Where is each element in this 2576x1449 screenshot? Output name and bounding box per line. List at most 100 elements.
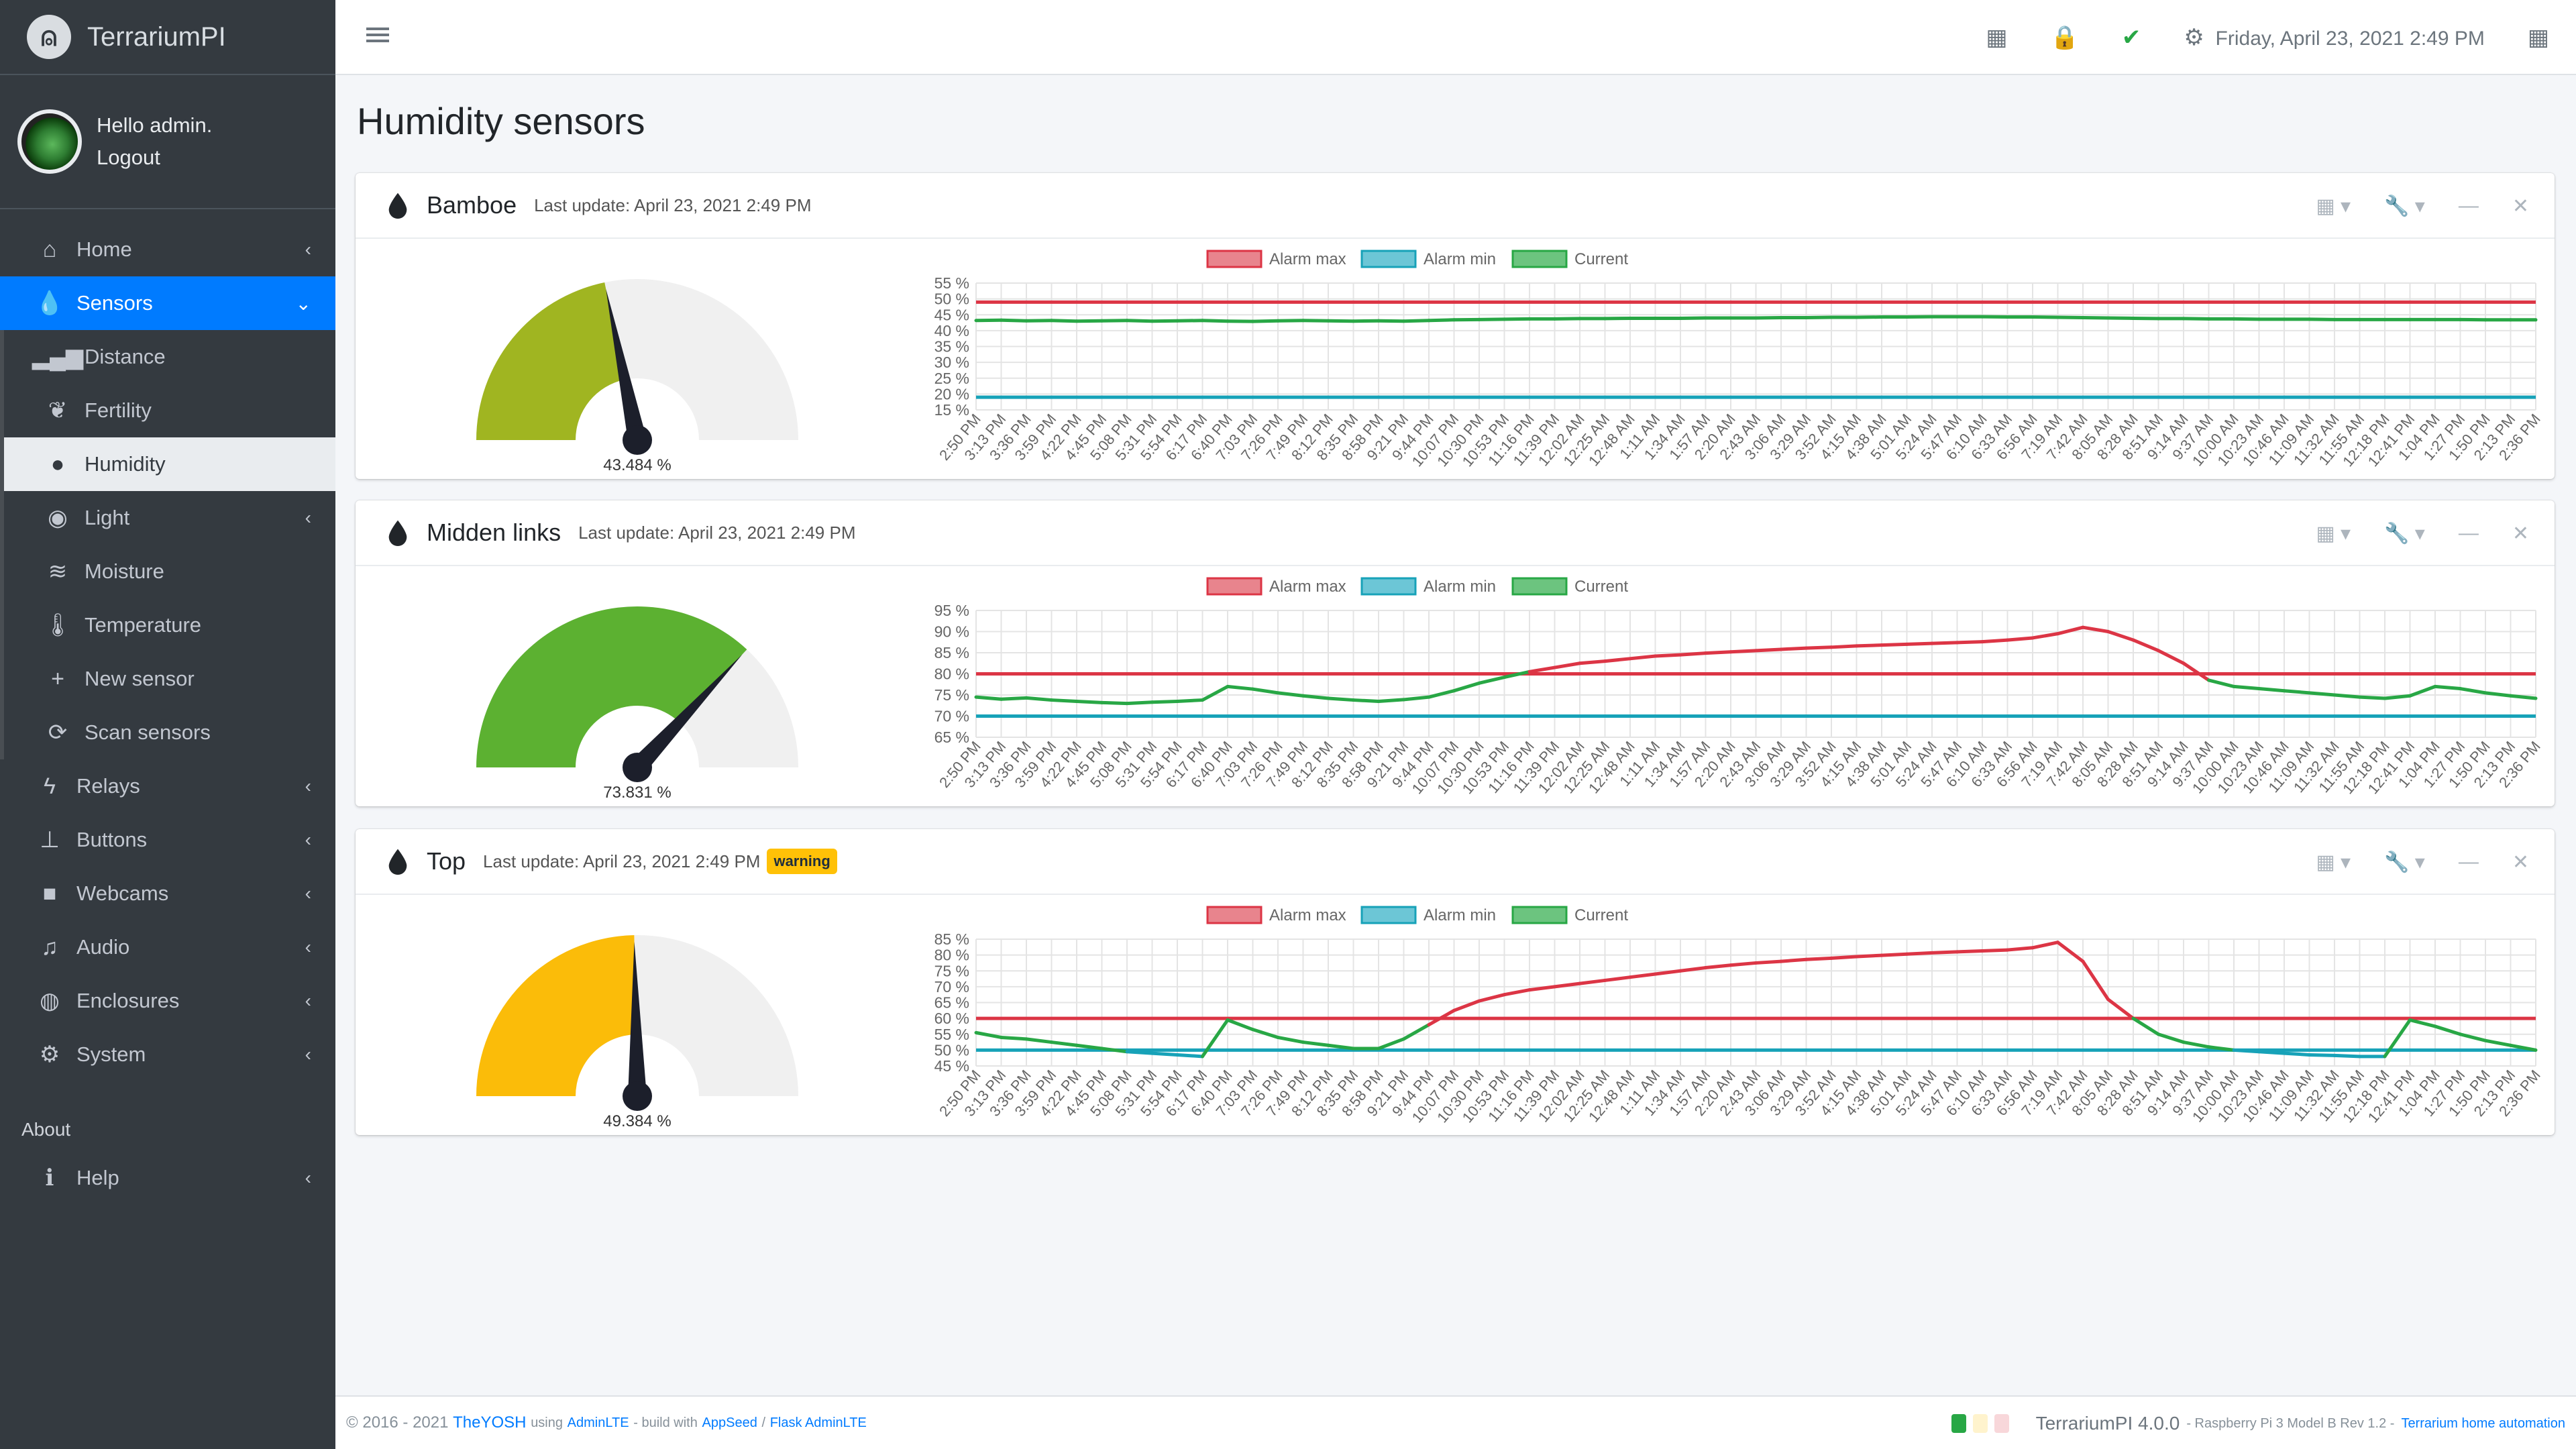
legend-label-alarm-max[interactable]: Alarm max	[1269, 906, 1346, 924]
push-pin-icon: ⊥	[40, 827, 60, 853]
y-tick-label: 85 %	[934, 644, 969, 661]
author-link[interactable]: TheYOSH	[453, 1413, 527, 1432]
menu-toggle-icon[interactable]	[366, 24, 389, 51]
chevron-left-icon: ‹	[305, 829, 311, 850]
legend-swatch-current[interactable]	[1511, 250, 1568, 268]
appseed-link[interactable]: AppSeed	[702, 1415, 757, 1430]
sidebar-item-label: System	[76, 1042, 146, 1066]
chevron-down-icon: ⌄	[295, 292, 311, 314]
adminlte-link[interactable]: AdminLTE	[567, 1415, 629, 1430]
y-tick-label: 35 %	[934, 338, 969, 356]
sidebar-item-home[interactable]: ⌂ Home ‹	[0, 223, 335, 276]
current-line-segment	[2459, 687, 2487, 695]
close-icon[interactable]: ✕	[2512, 851, 2529, 873]
legend-label-current[interactable]: Current	[1574, 578, 1628, 596]
sidebar-item-new-sensor[interactable]: + New sensor	[0, 652, 335, 706]
tagline-link[interactable]: Terrarium home automation	[2401, 1415, 2565, 1431]
current-line-segment	[2081, 959, 2110, 1002]
sidebar-item-temperature[interactable]: 🌡 Temperature	[0, 598, 335, 652]
legend-swatch-alarm-min[interactable]	[1360, 906, 1417, 924]
check-circle-icon[interactable]: ✔	[2121, 25, 2141, 50]
close-icon[interactable]: ✕	[2512, 522, 2529, 545]
calendar-dropdown-icon[interactable]: ▦ ▾	[2316, 522, 2351, 545]
legend-swatch-alarm-max[interactable]	[1206, 250, 1263, 268]
legend-label-alarm-min[interactable]: Alarm min	[1424, 906, 1496, 924]
sidebar-item-sensors[interactable]: 💧 Sensors ⌄	[0, 276, 335, 330]
card-header: Top Last update: April 23, 2021 2:49 PM …	[356, 829, 2555, 895]
sidebar-item-enclosures[interactable]: ◍ Enclosures ‹	[0, 974, 335, 1028]
current-line-segment	[2031, 941, 2059, 950]
sidebar-item-fertility[interactable]: ❦ Fertility	[0, 384, 335, 437]
sidebar-item-relays[interactable]: ϟ Relays ‹	[0, 759, 335, 813]
calendar-dropdown-icon[interactable]: ▦ ▾	[2316, 195, 2351, 217]
current-line-segment	[2207, 1045, 2236, 1052]
topbar: ▦ 🔒 ✔ ⚙ Friday, April 23, 2021 2:49 PM ▦	[335, 0, 2576, 75]
sidebar-item-system[interactable]: ⚙ System ‹	[0, 1028, 335, 1081]
sidebar-item-audio[interactable]: ♫ Audio ‹	[0, 920, 335, 974]
current-line-segment	[2056, 625, 2085, 636]
card-header: Midden links Last update: April 23, 2021…	[356, 500, 2555, 566]
sidebar-item-light[interactable]: ◉ Light ‹	[0, 491, 335, 545]
wrench-dropdown-icon[interactable]: 🔧 ▾	[2384, 522, 2425, 545]
current-line-segment	[2006, 636, 2035, 642]
y-tick-label: 45 %	[934, 306, 969, 323]
current-line-segment	[1402, 1023, 1431, 1041]
legend-label-current[interactable]: Current	[1574, 250, 1628, 268]
current-line-segment	[1075, 1043, 1104, 1051]
brand-link[interactable]: ⍝ TerrariumPI	[0, 0, 335, 75]
legend-label-alarm-min[interactable]: Alarm min	[1424, 250, 1496, 268]
logout-link[interactable]: Logout	[97, 146, 160, 169]
current-line-segment	[1779, 957, 1808, 963]
current-line-segment	[2182, 661, 2210, 682]
current-line-segment	[1125, 1050, 1154, 1055]
humidity-line-chart: Alarm max Alarm min Current 85 %80 %75 %70 …	[934, 906, 2542, 1126]
sidebar-item-moisture[interactable]: ≋ Moisture	[0, 545, 335, 598]
flask-adminlte-link[interactable]: Flask AdminLTE	[769, 1415, 867, 1430]
legend-swatch-current[interactable]	[1511, 906, 1568, 924]
calendar-dropdown-icon[interactable]: ▦ ▾	[2316, 851, 2351, 873]
current-line-segment	[1050, 1040, 1079, 1047]
legend-swatch-alarm-min[interactable]	[1360, 577, 1417, 596]
current-line-segment	[1226, 1018, 1254, 1032]
gauge-fill	[476, 935, 637, 1096]
close-icon[interactable]: ✕	[2512, 195, 2529, 217]
build-text: - build with	[633, 1415, 698, 1430]
current-line-segment	[1553, 981, 1582, 989]
gauge-needle-hub	[623, 1081, 652, 1111]
legend-swatch-alarm-max[interactable]	[1206, 577, 1263, 596]
y-tick-label: 75 %	[934, 962, 969, 979]
gear-icon: ⚙	[39, 1042, 60, 1067]
grid-icon[interactable]: ▦	[2527, 25, 2549, 50]
sidebar-item-buttons[interactable]: ⊥ Buttons ‹	[0, 813, 335, 867]
minimize-icon[interactable]: —	[2458, 522, 2479, 544]
legend-swatch-current[interactable]	[1511, 577, 1568, 596]
y-tick-label: 85 %	[934, 930, 969, 948]
sidebar-item-webcams[interactable]: ■ Webcams ‹	[0, 867, 335, 920]
sidebar-item-humidity[interactable]: ● Humidity	[0, 437, 335, 491]
current-line-segment	[1578, 978, 1607, 985]
greeting: Hello admin.	[97, 113, 213, 137]
lock-icon[interactable]: 🔒	[2050, 25, 2079, 50]
legend-label-alarm-max[interactable]: Alarm max	[1269, 250, 1346, 268]
sidebar: ⍝ TerrariumPI Hello admin. Logout ⌂ Home ‹…	[0, 0, 335, 1449]
legend-label-alarm-max[interactable]: Alarm max	[1269, 578, 1346, 596]
wrench-dropdown-icon[interactable]: 🔧 ▾	[2384, 851, 2425, 873]
legend-swatch-alarm-max[interactable]	[1206, 906, 1263, 924]
sidebar-item-distance[interactable]: ▂▄▆ Distance	[0, 330, 335, 384]
y-tick-label: 55 %	[934, 1026, 969, 1043]
minimize-icon[interactable]: —	[2458, 195, 2479, 217]
humidity-gauge	[476, 606, 798, 782]
y-tick-label: 20 %	[934, 385, 969, 402]
sidebar-item-help[interactable]: ℹ Help ‹	[0, 1151, 335, 1205]
legend-label-current[interactable]: Current	[1574, 906, 1628, 924]
card-title: Midden links	[427, 519, 561, 546]
legend-label-alarm-min[interactable]: Alarm min	[1424, 578, 1496, 596]
avatar[interactable]	[17, 109, 82, 174]
current-line-segment	[1678, 651, 1707, 657]
legend-swatch-alarm-min[interactable]	[1360, 250, 1417, 268]
minimize-icon[interactable]: —	[2458, 851, 2479, 873]
calendar-icon[interactable]: ▦	[1986, 25, 2008, 50]
sidebar-item-scan-sensors[interactable]: ⟳ Scan sensors	[0, 706, 335, 759]
page-title: Humidity sensors	[357, 100, 645, 142]
wrench-dropdown-icon[interactable]: 🔧 ▾	[2384, 195, 2425, 217]
